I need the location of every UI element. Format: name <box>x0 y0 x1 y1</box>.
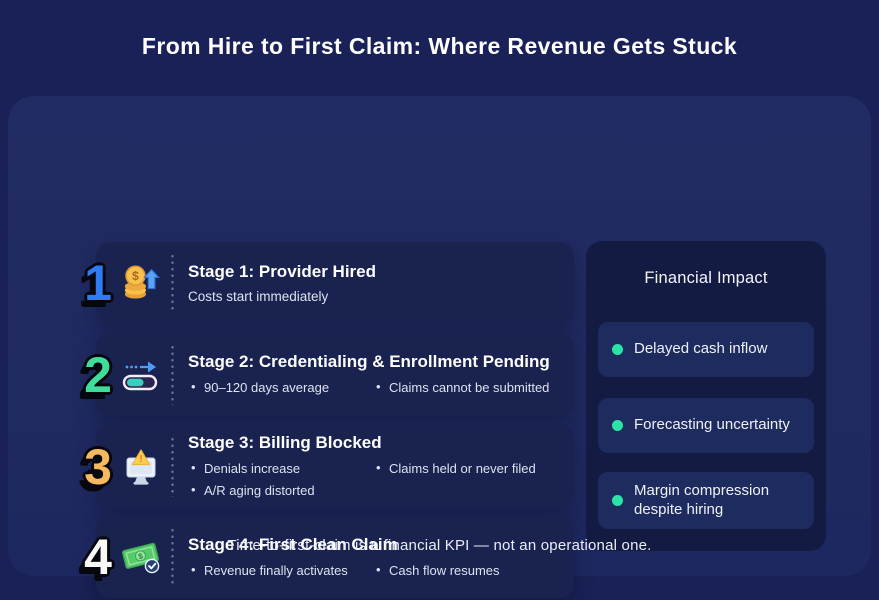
page-title: From Hire to First Claim: Where Revenue … <box>141 33 738 59</box>
stage-number-1: 1 <box>84 255 112 311</box>
content-panel: 1 $ Stage 1: Provider Hired Costs start … <box>8 96 871 598</box>
stage-title: Stage 1: Provider Hired <box>188 262 377 281</box>
coins-growth-icon: $ <box>120 262 162 304</box>
footer-note: Time-to-first-claim is a financial KPI —… <box>227 537 652 554</box>
stage-title: Stage 2: Credentialing & Enrollment Pend… <box>188 352 550 372</box>
stage-title: Stage 4: First Clean Claim <box>188 534 398 554</box>
stage-content-3: Stage 3: Billing Blocked Denials increas… <box>188 425 574 508</box>
stage-content-2: Stage 2: Credentialing & Enrollment Pend… <box>188 333 574 416</box>
banknote-check-icon: $ <box>120 536 162 578</box>
stage-subtitle: Costs start immediately <box>188 289 329 304</box>
stage-title: Stage 3: Billing Blocked <box>188 433 382 453</box>
stage-number-2: 2 <box>84 346 112 403</box>
stage-bullet: Cash flow resumes <box>373 561 566 580</box>
stage-card-4: 4 $ Stage 4: First Clean Claim Revenue f… <box>84 516 574 598</box>
credentialing-progress-icon <box>120 354 162 396</box>
impact-label: Margin compression despite hiring <box>634 481 770 518</box>
stage-bullet: 90–120 days average <box>188 378 373 397</box>
financial-impact-title: Financial Impact <box>644 269 768 287</box>
impact-card: Margin compression despite hiring <box>598 472 814 529</box>
stage-number-4: 4 <box>84 529 112 585</box>
impact-card: Forecasting uncertainty <box>598 398 814 453</box>
stage-card-2: 2 Stage 2: Credentialing & Enrollment Pe… <box>84 333 574 416</box>
stage-bullet: Denials increase <box>188 459 373 478</box>
stage-card-1: 1 $ Stage 1: Provider Hired Costs start … <box>84 242 574 324</box>
stage-content-4: Stage 4: First Clean Claim Revenue final… <box>188 516 574 598</box>
dotted-divider <box>171 527 174 587</box>
stage-bullet: A/R aging distorted <box>188 481 373 500</box>
dotted-divider <box>171 436 174 497</box>
svg-text:$: $ <box>132 269 139 283</box>
stage-bullet: Revenue finally activates <box>188 561 373 580</box>
teal-dot-icon <box>612 344 623 355</box>
stage-card-3: 3 ! Stage 3: Billing Blocked Denials inc… <box>84 425 574 508</box>
stage-bullets: 90–120 days average Claims cannot be sub… <box>188 378 566 397</box>
stage-bullet: Claims held or never filed <box>373 459 566 478</box>
stage-bullets: Denials increase A/R aging distorted Cla… <box>188 459 566 500</box>
impact-label: Delayed cash inflow <box>634 340 768 358</box>
stage-number-3: 3 <box>84 438 112 495</box>
stage-bullet: Claims cannot be submitted <box>373 378 566 397</box>
teal-dot-icon <box>612 420 623 431</box>
teal-dot-icon <box>612 495 623 506</box>
svg-text:!: ! <box>139 454 142 465</box>
dotted-divider <box>171 344 174 405</box>
stage-bullets: Revenue finally activates Cash flow resu… <box>188 561 566 580</box>
monitor-alert-icon: ! <box>120 446 162 488</box>
impact-card: Delayed cash inflow <box>598 322 814 377</box>
svg-text:$: $ <box>137 551 144 561</box>
impact-label: Forecasting uncertainty <box>634 416 790 434</box>
stage-content-1: Stage 1: Provider Hired Costs start imme… <box>188 242 574 324</box>
dotted-divider <box>171 253 174 313</box>
financial-impact-panel: Financial Impact Delayed cash inflow For… <box>586 241 826 551</box>
